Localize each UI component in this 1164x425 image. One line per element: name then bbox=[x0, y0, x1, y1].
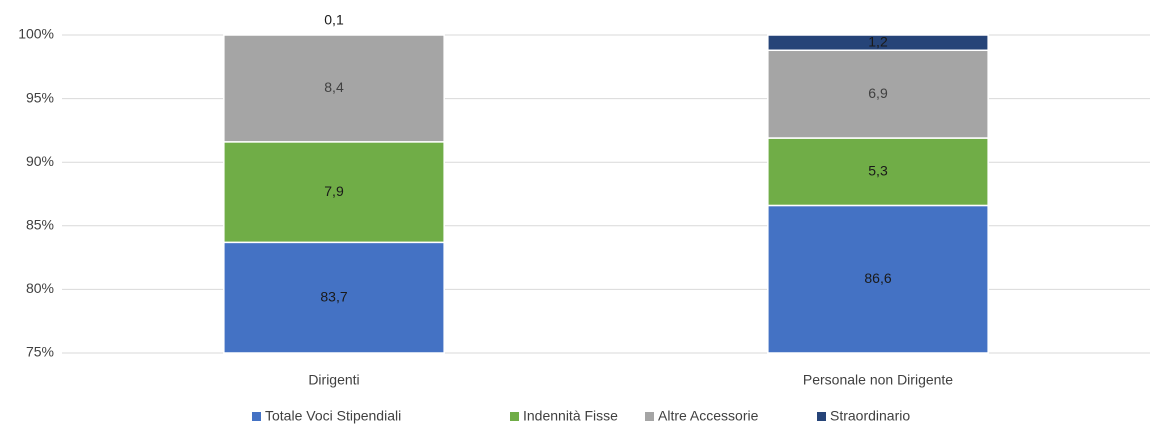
x-tick-label: Dirigenti bbox=[308, 372, 359, 388]
bar-segment bbox=[767, 49, 989, 139]
legend-label: Altre Accessorie bbox=[658, 408, 759, 424]
legend-swatch bbox=[817, 412, 826, 421]
legend-swatch bbox=[510, 412, 519, 421]
data-label: 86,6 bbox=[864, 270, 891, 286]
bar-segment bbox=[767, 137, 989, 207]
bar-segment bbox=[767, 34, 989, 52]
y-tick-label: 85% bbox=[26, 217, 54, 233]
data-label: 8,4 bbox=[324, 79, 344, 95]
data-label: 6,9 bbox=[868, 85, 888, 101]
legend-swatch bbox=[252, 412, 261, 421]
y-tick-label: 100% bbox=[18, 26, 54, 42]
legend-label: Totale Voci Stipendiali bbox=[265, 408, 401, 424]
y-tick-label: 80% bbox=[26, 280, 54, 296]
y-tick-label: 95% bbox=[26, 89, 54, 105]
bar-segment bbox=[223, 241, 445, 354]
legend-label: Straordinario bbox=[830, 408, 910, 424]
data-label: 5,3 bbox=[868, 162, 888, 178]
x-tick-label: Personale non Dirigente bbox=[803, 372, 953, 388]
data-label: 83,7 bbox=[320, 288, 347, 304]
y-tick-label: 75% bbox=[26, 344, 54, 360]
bar-segment bbox=[223, 34, 445, 143]
data-label: 1,2 bbox=[868, 33, 888, 49]
legend-swatch bbox=[645, 412, 654, 421]
y-tick-label: 90% bbox=[26, 153, 54, 169]
legend-label: Indennità Fisse bbox=[523, 408, 618, 424]
data-label: 0,1 bbox=[324, 12, 344, 28]
data-label: 7,9 bbox=[324, 183, 344, 199]
bar-segment bbox=[223, 141, 445, 244]
